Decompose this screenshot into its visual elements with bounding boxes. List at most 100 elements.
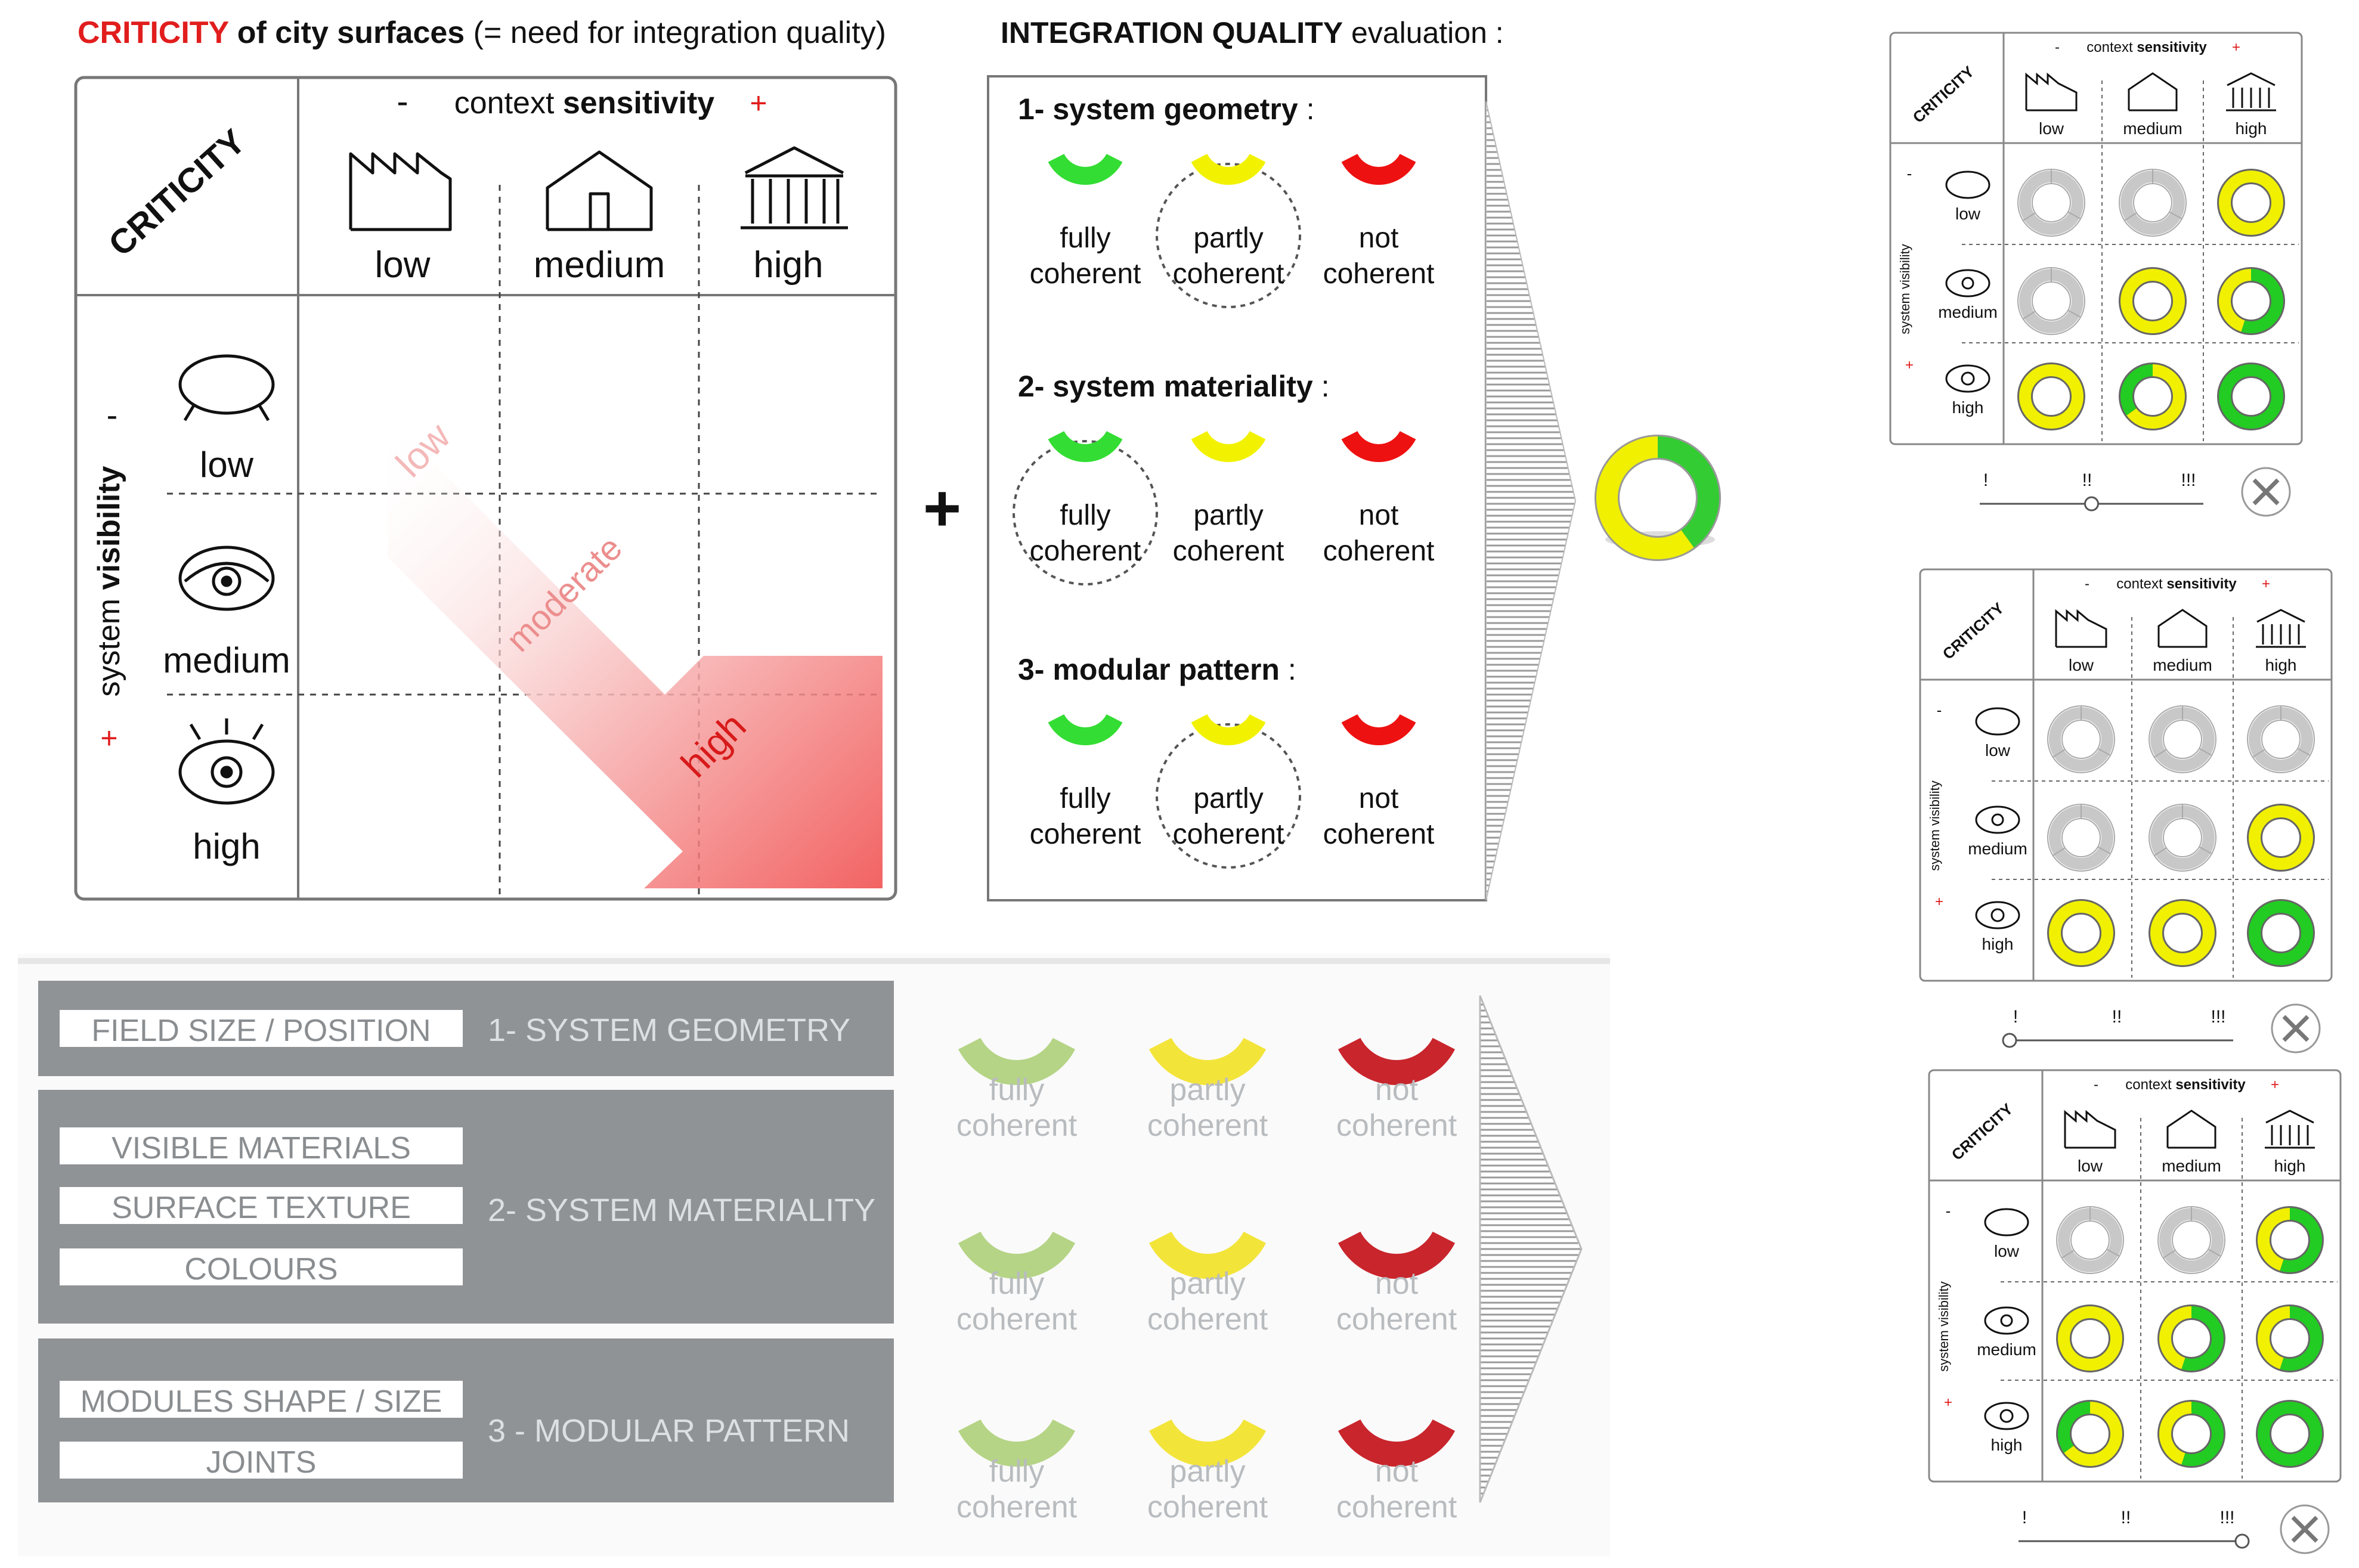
group-label: 2- SYSTEM MATERIALITY (488, 1192, 875, 1228)
plus-operator: + (923, 472, 961, 545)
criticity-slider-handle[interactable] (2234, 1533, 2250, 1549)
ring-segment (2258, 1208, 2290, 1271)
open-eye-icon (178, 546, 275, 611)
evaluation-funnel (1485, 101, 1577, 901)
closed-eye-icon (1945, 171, 1990, 199)
mini-axis-x-label: context sensitivity (2125, 1077, 2246, 1093)
evaluation-ring (2119, 362, 2187, 430)
mini-row-label: high (1991, 1436, 2023, 1454)
svg-text:+: + (1935, 894, 1943, 910)
coherence-arc-icon (1338, 1419, 1456, 1467)
mini-axis-x-label: context sensitivity (2116, 576, 2237, 592)
level-label: fully (1060, 783, 1110, 814)
evaluation-ring (2056, 1206, 2124, 1274)
mini-col-label: high (2274, 1157, 2306, 1175)
svg-text:+: + (1944, 1395, 1952, 1411)
evaluation-panel: INTEGRATION QUALITY evaluation : 1- syst… (987, 16, 1721, 901)
evaluation-ring (2017, 169, 2085, 237)
evaluation-ring (2119, 267, 2187, 335)
museum-icon (741, 146, 848, 230)
level-label: coherent (1030, 819, 1141, 850)
evaluation-ring (2247, 804, 2315, 872)
criticity-slider-handle[interactable] (2084, 496, 2099, 512)
criticity-title: CRITICITY of city surfaces (= need for i… (78, 16, 886, 50)
evaluation-ring (2217, 169, 2285, 237)
factory-icon (2064, 1110, 2116, 1149)
row-label-low: low (200, 445, 254, 485)
slider-tick-label: !! (2112, 1007, 2122, 1027)
level-label: coherent (956, 1108, 1078, 1143)
axis-y-label: system visibility (92, 466, 126, 696)
tools-icon[interactable] (2280, 1504, 2330, 1554)
open-eye-icon (1975, 805, 2020, 834)
mini-row-label: medium (1938, 303, 1998, 321)
level-label: coherent (1173, 535, 1284, 567)
level-label: partly (1193, 783, 1263, 814)
mini-col-label: medium (2123, 119, 2182, 138)
closed-eye-icon (178, 354, 275, 422)
svg-text:+: + (100, 721, 117, 755)
coherence-arc-icon (1148, 1231, 1267, 1279)
factory-icon (2055, 609, 2107, 648)
coherence-arc-icon (1341, 714, 1416, 745)
mini-row-label: low (1985, 741, 2011, 760)
svg-text:-: - (2085, 576, 2089, 592)
svg-text:-: - (2094, 1077, 2098, 1093)
svg-text:+: + (750, 86, 767, 120)
evaluation-ring (2256, 1400, 2324, 1468)
svg-text:+: + (2262, 576, 2270, 592)
factor-label: COLOURS (184, 1252, 338, 1287)
mini-row-label: medium (1968, 839, 2027, 858)
lower-panel: FIELD SIZE / POSITION 1- SYSTEM GEOMETRY V… (18, 954, 1610, 1556)
level-label: coherent (1173, 819, 1284, 850)
coherence-arc-icon (1341, 154, 1416, 185)
criticity-arrow (388, 417, 883, 888)
level-label: fully (989, 1454, 1044, 1489)
svg-text:+: + (2271, 1077, 2279, 1093)
mini-row-label: high (1952, 398, 1984, 417)
ring-segment (2064, 1402, 2122, 1466)
mini-row-label: medium (1977, 1340, 2036, 1359)
col-label-low: low (374, 244, 430, 286)
mini-matrix: CRITICITY-context sensitivity +low medium h… (1889, 32, 2303, 517)
level-label: coherent (1323, 535, 1435, 567)
evaluation-title: INTEGRATION QUALITY evaluation : (1001, 16, 1504, 49)
criticity-slider-handle[interactable] (2002, 1033, 2017, 1048)
mini-matrix: CRITICITY-context sensitivity +low medium h… (1928, 1069, 2342, 1554)
level-label: partly (1169, 1073, 1245, 1107)
evaluation-ring (2217, 267, 2285, 335)
svg-text:+: + (2232, 39, 2240, 55)
evaluation-ring (2047, 705, 2115, 773)
evaluation-ring (2157, 1304, 2225, 1372)
evaluation-frame (987, 75, 1487, 901)
wide-eye-icon (1975, 901, 2020, 929)
coherence-arc-icon (1191, 431, 1266, 462)
criterion-title: 3- modular pattern : (1018, 653, 1296, 686)
wide-eye-icon (1984, 1402, 2029, 1430)
mini-col-label: low (2078, 1157, 2103, 1175)
lower-funnel (1479, 995, 1583, 1503)
factor-label: SURFACE TEXTURE (112, 1191, 411, 1225)
svg-text:-: - (1946, 1202, 1951, 1220)
evaluation-ring (2056, 1304, 2124, 1372)
factor-label: MODULES SHAPE / SIZE (81, 1384, 442, 1419)
ring-segment (2280, 1306, 2322, 1371)
tools-icon[interactable] (2271, 1003, 2321, 1053)
closed-eye-icon (1984, 1208, 2029, 1237)
row-label-medium: medium (163, 640, 290, 680)
coherence-arc-icon (1191, 714, 1266, 745)
slider-tick-label: ! (1983, 470, 1988, 490)
tools-icon[interactable] (2241, 467, 2291, 517)
mini-matrices: CRITICITY-context sensitivity +low medium h… (1889, 32, 2342, 1554)
factory-icon (2025, 72, 2078, 111)
level-label: not (1375, 1454, 1419, 1489)
factory-icon (349, 152, 452, 231)
result-ring (1595, 435, 1721, 561)
slider-tick-label: !! (2121, 1508, 2131, 1527)
mini-matrix: CRITICITY-context sensitivity +low medium h… (1919, 568, 2333, 1053)
house-icon (2157, 609, 2208, 648)
mini-col-label: medium (2162, 1157, 2221, 1175)
evaluation-ring (2256, 1304, 2324, 1372)
level-label: coherent (1336, 1490, 1457, 1524)
